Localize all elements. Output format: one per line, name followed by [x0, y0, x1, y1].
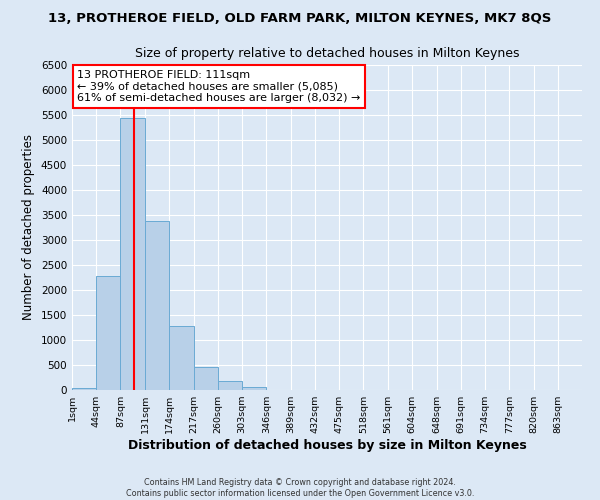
Bar — [72, 388, 96, 390]
Bar — [218, 381, 242, 390]
Text: 13, PROTHEROE FIELD, OLD FARM PARK, MILTON KEYNES, MK7 8QS: 13, PROTHEROE FIELD, OLD FARM PARK, MILT… — [49, 12, 551, 26]
Bar — [194, 366, 218, 390]
Bar — [145, 221, 169, 390]
Bar — [242, 387, 266, 390]
Bar — [169, 326, 194, 390]
Y-axis label: Number of detached properties: Number of detached properties — [22, 134, 35, 320]
X-axis label: Distribution of detached houses by size in Milton Keynes: Distribution of detached houses by size … — [128, 439, 526, 452]
Bar — [121, 118, 145, 390]
Title: Size of property relative to detached houses in Milton Keynes: Size of property relative to detached ho… — [135, 46, 519, 60]
Bar — [96, 276, 121, 390]
Text: 13 PROTHEROE FIELD: 111sqm
← 39% of detached houses are smaller (5,085)
61% of s: 13 PROTHEROE FIELD: 111sqm ← 39% of deta… — [77, 70, 361, 103]
Text: Contains HM Land Registry data © Crown copyright and database right 2024.
Contai: Contains HM Land Registry data © Crown c… — [126, 478, 474, 498]
